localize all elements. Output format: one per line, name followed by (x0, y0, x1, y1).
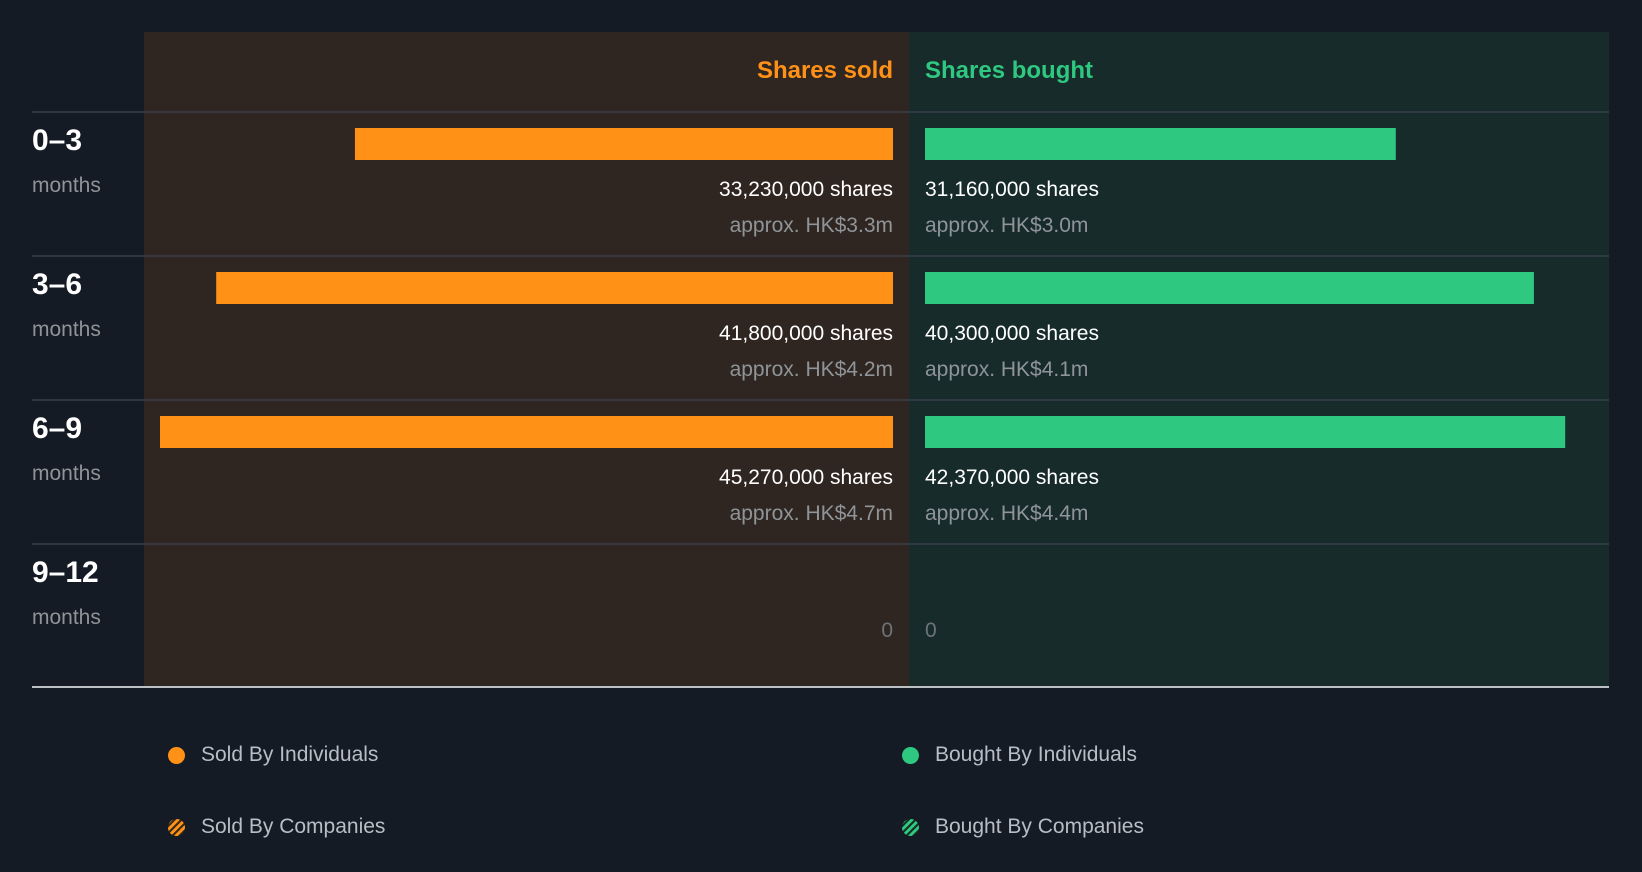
sold-bar (354, 128, 894, 160)
period-range-label: 3–6 (32, 268, 82, 301)
period-unit-label: months (32, 318, 101, 341)
legend-item-sold-individuals[interactable]: Sold By Individuals (168, 740, 378, 770)
bought-bar (925, 128, 1396, 160)
period-range-label: 6–9 (32, 412, 82, 445)
sold-bar (216, 272, 894, 304)
legend-label: Sold By Individuals (201, 743, 379, 766)
bought-value-label: approx. HK$4.4m (925, 502, 1088, 525)
sold-zero-label: 0 (881, 619, 893, 642)
period-range-label: 0–3 (32, 124, 82, 157)
bought-shares-label: 40,300,000 shares (925, 322, 1099, 345)
bought-bar (925, 272, 1534, 304)
sold-individuals-dot-icon (168, 746, 185, 764)
sold-value-label: approx. HK$4.7m (730, 502, 893, 525)
period-unit-label: months (32, 462, 101, 485)
sold-shares-label: 33,230,000 shares (719, 178, 893, 201)
bought-value-label: approx. HK$4.1m (925, 358, 1088, 381)
period-range-label: 9–12 (32, 556, 99, 589)
sold-companies-striped-icon (168, 818, 185, 836)
bought-individuals-dot-icon (902, 746, 919, 764)
bought-companies-striped-icon (902, 818, 919, 836)
legend-item-sold-companies[interactable]: Sold By Companies (168, 812, 385, 842)
bought-value-label: approx. HK$3.0m (925, 214, 1088, 237)
legend-label: Bought By Individuals (935, 743, 1137, 766)
sold-shares-label: 41,800,000 shares (719, 322, 893, 345)
period-unit-label: months (32, 606, 101, 629)
bought-bar (925, 416, 1566, 448)
legend-item-bought-individuals[interactable]: Bought By Individuals (902, 740, 1137, 770)
legend-item-bought-companies[interactable]: Bought By Companies (902, 812, 1144, 842)
sold-shares-label: 45,270,000 shares (719, 466, 893, 489)
sold-value-label: approx. HK$3.3m (730, 214, 893, 237)
bought-zero-label: 0 (925, 619, 937, 642)
header-shares-sold: Shares sold (757, 57, 893, 84)
period-unit-label: months (32, 174, 101, 197)
legend-label: Sold By Companies (201, 815, 386, 838)
sold-bar (160, 416, 893, 448)
sold-value-label: approx. HK$4.2m (730, 358, 893, 381)
bought-shares-label: 42,370,000 shares (925, 466, 1099, 489)
legend-label: Bought By Companies (935, 815, 1144, 838)
bought-shares-label: 31,160,000 shares (925, 178, 1099, 201)
header-shares-bought: Shares bought (925, 57, 1093, 84)
